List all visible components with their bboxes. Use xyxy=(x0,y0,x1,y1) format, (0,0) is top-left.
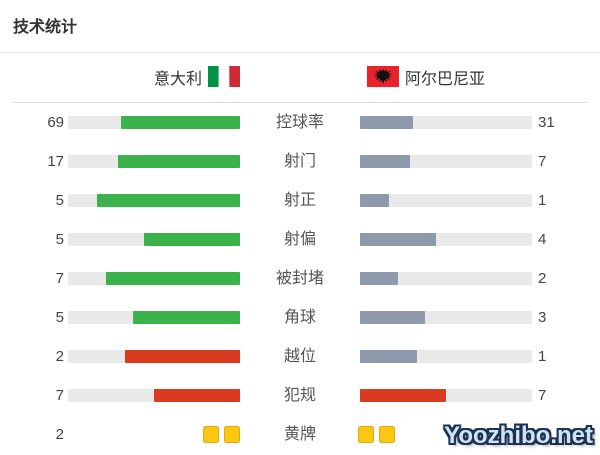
stat-row: 69 控球率 31 xyxy=(0,103,600,142)
away-value: 1 xyxy=(538,192,547,209)
away-bar-track xyxy=(360,272,532,285)
home-yellow-cards xyxy=(68,426,240,443)
away-value: 2 xyxy=(538,270,547,287)
stat-label: 黄牌 xyxy=(283,426,316,443)
stat-label: 越位 xyxy=(283,348,316,365)
home-team-header: 意大利 xyxy=(0,66,240,88)
albania-flag-icon xyxy=(367,66,399,87)
away-bar-fill xyxy=(360,350,418,363)
home-bar-fill xyxy=(132,311,240,324)
home-bar-fill xyxy=(118,155,240,168)
stat-row: 5 角球 3 xyxy=(0,298,600,337)
home-bar-fill xyxy=(96,194,240,207)
home-bar-track xyxy=(68,194,240,207)
home-bar-track xyxy=(68,350,240,363)
home-bar-fill xyxy=(144,233,240,246)
home-value: 7 xyxy=(55,270,64,287)
away-bar-track xyxy=(360,116,532,129)
home-bar-track xyxy=(68,311,240,324)
away-bar-fill xyxy=(360,233,437,246)
stat-row: 17 射门 7 xyxy=(0,142,600,181)
divider-header xyxy=(13,102,587,103)
stat-label: 角球 xyxy=(283,309,316,326)
home-team-name: 意大利 xyxy=(153,70,202,88)
stat-label: 射门 xyxy=(283,153,316,170)
away-bar-track xyxy=(360,350,532,363)
home-value: 2 xyxy=(55,426,64,443)
stat-row: 2 越位 1 xyxy=(0,337,600,376)
stat-row: 7 被封堵 2 xyxy=(0,259,600,298)
home-value: 5 xyxy=(55,231,64,248)
away-value: 4 xyxy=(538,231,547,248)
stat-label: 射偏 xyxy=(283,231,316,248)
away-value: 31 xyxy=(538,114,555,131)
yellow-card-icon xyxy=(203,426,219,443)
away-yellow-cards xyxy=(358,426,530,443)
home-bar-track xyxy=(68,116,240,129)
away-team-name: 阿尔巴尼亚 xyxy=(405,70,486,88)
away-bar-fill xyxy=(360,311,425,324)
stat-row-cards: 2 黄牌 2 xyxy=(0,415,600,454)
stat-label: 控球率 xyxy=(275,114,324,131)
away-value: 7 xyxy=(538,387,547,404)
away-bar-track xyxy=(360,155,532,168)
away-value: 2 xyxy=(538,426,547,443)
home-bar-track xyxy=(68,233,240,246)
home-bar-fill xyxy=(121,116,240,129)
away-bar-track xyxy=(360,311,532,324)
away-bar-fill xyxy=(360,194,389,207)
yellow-card-icon xyxy=(379,426,395,443)
stat-rows: 69 控球率 31 17 射门 7 5 射正 1 5 xyxy=(0,103,600,454)
stat-label: 犯规 xyxy=(283,387,316,404)
home-bar-track xyxy=(68,389,240,402)
divider-top xyxy=(0,52,600,53)
home-value: 17 xyxy=(47,153,64,170)
away-bar-fill xyxy=(360,389,446,402)
away-bar-fill xyxy=(360,155,411,168)
away-bar-track xyxy=(360,389,532,402)
away-team-header: 阿尔巴尼亚 xyxy=(367,66,486,88)
away-bar-track xyxy=(360,194,532,207)
stat-row: 5 射偏 4 xyxy=(0,220,600,259)
away-value: 7 xyxy=(538,153,547,170)
home-value: 5 xyxy=(55,192,64,209)
stat-row: 5 射正 1 xyxy=(0,181,600,220)
watermark: Yoozhibo.net xyxy=(444,422,593,449)
away-value: 3 xyxy=(538,309,547,326)
stat-label: 被封堵 xyxy=(275,270,324,287)
italy-flag-icon xyxy=(208,66,240,87)
home-bar-fill xyxy=(125,350,240,363)
home-bar-fill xyxy=(106,272,240,285)
stat-row: 7 犯规 7 xyxy=(0,376,600,415)
home-bar-track xyxy=(68,272,240,285)
home-bar-track xyxy=(68,155,240,168)
home-value: 2 xyxy=(55,348,64,365)
yellow-card-icon xyxy=(224,426,240,443)
home-bar-fill xyxy=(154,389,240,402)
home-value: 5 xyxy=(55,309,64,326)
away-value: 1 xyxy=(538,348,547,365)
away-bar-track xyxy=(360,233,532,246)
stat-label: 射正 xyxy=(283,192,316,209)
home-value: 69 xyxy=(47,114,64,131)
home-value: 7 xyxy=(55,387,64,404)
away-bar-fill xyxy=(360,272,399,285)
away-bar-fill xyxy=(360,116,414,129)
yellow-card-icon xyxy=(358,426,374,443)
page-title: 技术统计 xyxy=(13,19,78,36)
